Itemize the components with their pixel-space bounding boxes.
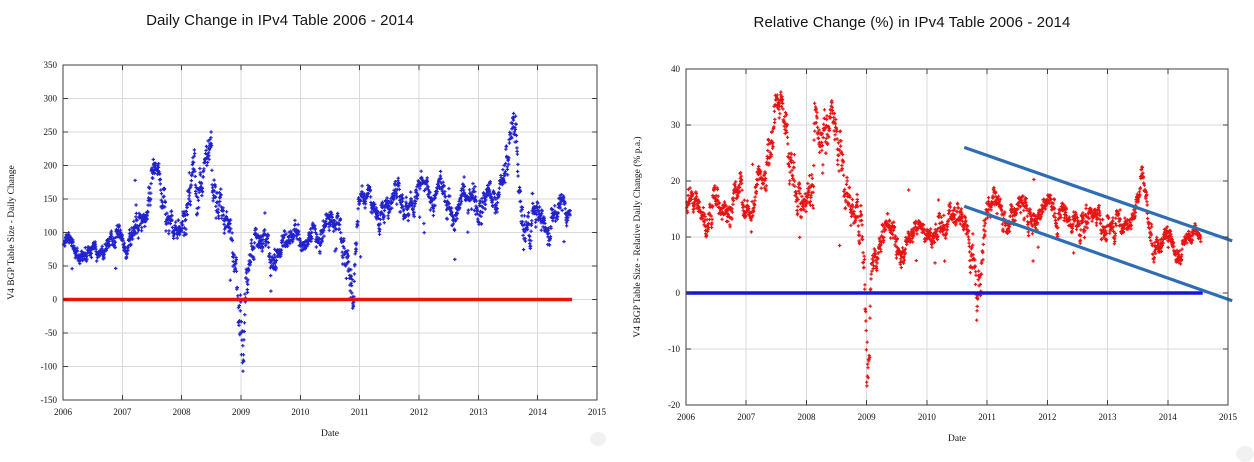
svg-text:0: 0	[676, 288, 681, 298]
svg-text:50: 50	[48, 261, 58, 271]
svg-text:350: 350	[44, 60, 58, 70]
svg-text:40: 40	[671, 64, 681, 74]
svg-text:-10: -10	[668, 344, 680, 354]
svg-text:2011: 2011	[978, 412, 996, 422]
smudge-artifact	[1236, 446, 1254, 462]
daily-change-plot: 2006 2007 2008 2009 2010 2011 2012 2013 2014 2015…	[7, 60, 607, 439]
svg-text:2012: 2012	[1038, 412, 1056, 422]
svg-text:-150: -150	[41, 395, 58, 405]
relative-change-chart-title: Relative Change (%) in IPv4 Table 2006 -…	[753, 14, 1071, 31]
svg-text:2013: 2013	[1099, 412, 1118, 422]
y-axis-label: V4 BGP Table Size - Daily Change	[7, 165, 17, 299]
x-axis-label: Date	[321, 429, 339, 439]
svg-text:2011: 2011	[351, 407, 369, 417]
svg-text:-20: -20	[668, 400, 680, 410]
svg-text:2008: 2008	[173, 407, 192, 417]
relative-change-plot: 2006 2007 2008 2009 2010 2011 2012 2013 2014 2015…	[632, 64, 1238, 444]
tick-labels: 2006 2007 2008 2009 2010 2011 2012 2013 2014 2015…	[41, 60, 607, 417]
daily-change-chart-panel: Daily Change in IPv4 Table 2006 - 2014 2…	[7, 12, 607, 439]
overlay-lines	[686, 145, 1233, 303]
svg-text:2009: 2009	[858, 412, 877, 422]
x-axis-label: Date	[948, 434, 966, 444]
scatter-points	[684, 90, 1203, 388]
svg-text:2014: 2014	[529, 407, 548, 417]
gridlines	[686, 69, 1228, 405]
y-axis-label: V4 BGP Table Size - Relative Daily Chang…	[632, 136, 643, 337]
trend-line-upper	[963, 145, 1233, 243]
daily-change-chart-title: Daily Change in IPv4 Table 2006 - 2014	[146, 12, 414, 29]
trend-line-lower	[963, 204, 1233, 303]
svg-text:30: 30	[671, 120, 681, 130]
svg-text:2012: 2012	[410, 407, 428, 417]
svg-text:300: 300	[44, 94, 58, 104]
svg-text:2007: 2007	[113, 407, 132, 417]
svg-text:150: 150	[44, 194, 58, 204]
svg-text:2006: 2006	[54, 407, 73, 417]
svg-text:200: 200	[44, 161, 58, 171]
smudge-artifact	[590, 432, 606, 446]
svg-text:-100: -100	[41, 362, 58, 372]
scatter-points	[61, 111, 572, 373]
relative-change-chart-panel: Relative Change (%) in IPv4 Table 2006 -…	[627, 0, 1254, 462]
svg-text:10: 10	[671, 232, 681, 242]
svg-text:2007: 2007	[737, 412, 756, 422]
svg-text:2015: 2015	[1219, 412, 1238, 422]
tick-labels: 2006 2007 2008 2009 2010 2011 2012 2013 2014 2015…	[668, 64, 1238, 422]
svg-text:2009: 2009	[232, 407, 251, 417]
svg-text:2006: 2006	[677, 412, 696, 422]
svg-text:2010: 2010	[291, 407, 310, 417]
svg-text:2014: 2014	[1159, 412, 1178, 422]
svg-text:2008: 2008	[797, 412, 816, 422]
plot-border	[685, 68, 1229, 406]
svg-text:0: 0	[53, 295, 58, 305]
svg-text:2010: 2010	[918, 412, 937, 422]
plot-border	[62, 64, 598, 401]
svg-text:250: 250	[44, 127, 58, 137]
svg-text:100: 100	[44, 228, 58, 238]
gridlines	[63, 65, 597, 400]
svg-text:20: 20	[671, 176, 681, 186]
svg-text:2015: 2015	[588, 407, 607, 417]
svg-text:-50: -50	[45, 328, 57, 338]
svg-text:2013: 2013	[469, 407, 488, 417]
